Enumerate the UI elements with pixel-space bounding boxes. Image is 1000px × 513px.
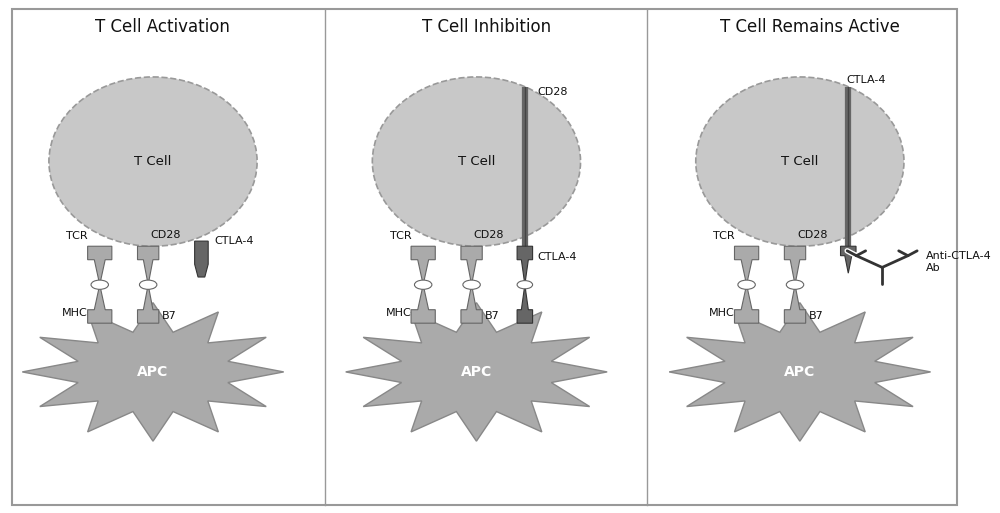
Text: CTLA-4: CTLA-4 xyxy=(846,75,886,85)
Circle shape xyxy=(139,280,157,289)
Text: Anti-CTLA-4
Ab: Anti-CTLA-4 Ab xyxy=(926,251,991,273)
Text: CD28: CD28 xyxy=(537,87,568,97)
Text: T Cell: T Cell xyxy=(134,155,172,168)
Ellipse shape xyxy=(372,77,581,246)
Polygon shape xyxy=(88,246,112,285)
Text: MHC: MHC xyxy=(62,308,88,318)
Text: CD28: CD28 xyxy=(797,230,827,240)
Text: CD28: CD28 xyxy=(474,230,504,240)
Text: MHC: MHC xyxy=(709,308,735,318)
Circle shape xyxy=(463,280,480,289)
Circle shape xyxy=(91,280,108,289)
Polygon shape xyxy=(784,246,806,285)
Polygon shape xyxy=(517,285,533,323)
Polygon shape xyxy=(734,246,759,285)
Polygon shape xyxy=(138,285,159,323)
Text: T Cell: T Cell xyxy=(458,155,495,168)
Polygon shape xyxy=(411,285,435,323)
Text: T Cell Remains Active: T Cell Remains Active xyxy=(720,18,899,36)
Text: CD28: CD28 xyxy=(150,230,181,240)
Circle shape xyxy=(738,280,755,289)
Ellipse shape xyxy=(696,77,904,246)
Circle shape xyxy=(517,281,533,289)
Polygon shape xyxy=(669,303,931,441)
Text: B7: B7 xyxy=(809,311,823,321)
Text: TCR: TCR xyxy=(390,231,412,241)
Polygon shape xyxy=(411,246,435,285)
Polygon shape xyxy=(138,246,159,285)
Text: APC: APC xyxy=(784,365,815,379)
Circle shape xyxy=(414,280,432,289)
Text: APC: APC xyxy=(137,365,169,379)
Polygon shape xyxy=(346,303,607,441)
Polygon shape xyxy=(784,285,806,323)
Text: APC: APC xyxy=(461,365,492,379)
Text: B7: B7 xyxy=(162,311,176,321)
FancyBboxPatch shape xyxy=(12,9,957,505)
Text: TCR: TCR xyxy=(713,231,735,241)
Polygon shape xyxy=(461,246,482,285)
Polygon shape xyxy=(195,241,208,277)
Polygon shape xyxy=(517,246,533,285)
Polygon shape xyxy=(22,303,284,441)
Text: T Cell Inhibition: T Cell Inhibition xyxy=(422,18,551,36)
Text: T Cell Activation: T Cell Activation xyxy=(95,18,230,36)
Text: TCR: TCR xyxy=(66,231,88,241)
Text: T Cell: T Cell xyxy=(781,155,819,168)
Circle shape xyxy=(786,280,804,289)
Polygon shape xyxy=(734,285,759,323)
Polygon shape xyxy=(461,285,482,323)
Polygon shape xyxy=(88,285,112,323)
Polygon shape xyxy=(841,246,856,273)
Text: CTLA-4: CTLA-4 xyxy=(537,251,577,262)
Text: MHC: MHC xyxy=(386,308,412,318)
Text: B7: B7 xyxy=(485,311,500,321)
Ellipse shape xyxy=(49,77,257,246)
Text: CTLA-4: CTLA-4 xyxy=(214,236,254,246)
